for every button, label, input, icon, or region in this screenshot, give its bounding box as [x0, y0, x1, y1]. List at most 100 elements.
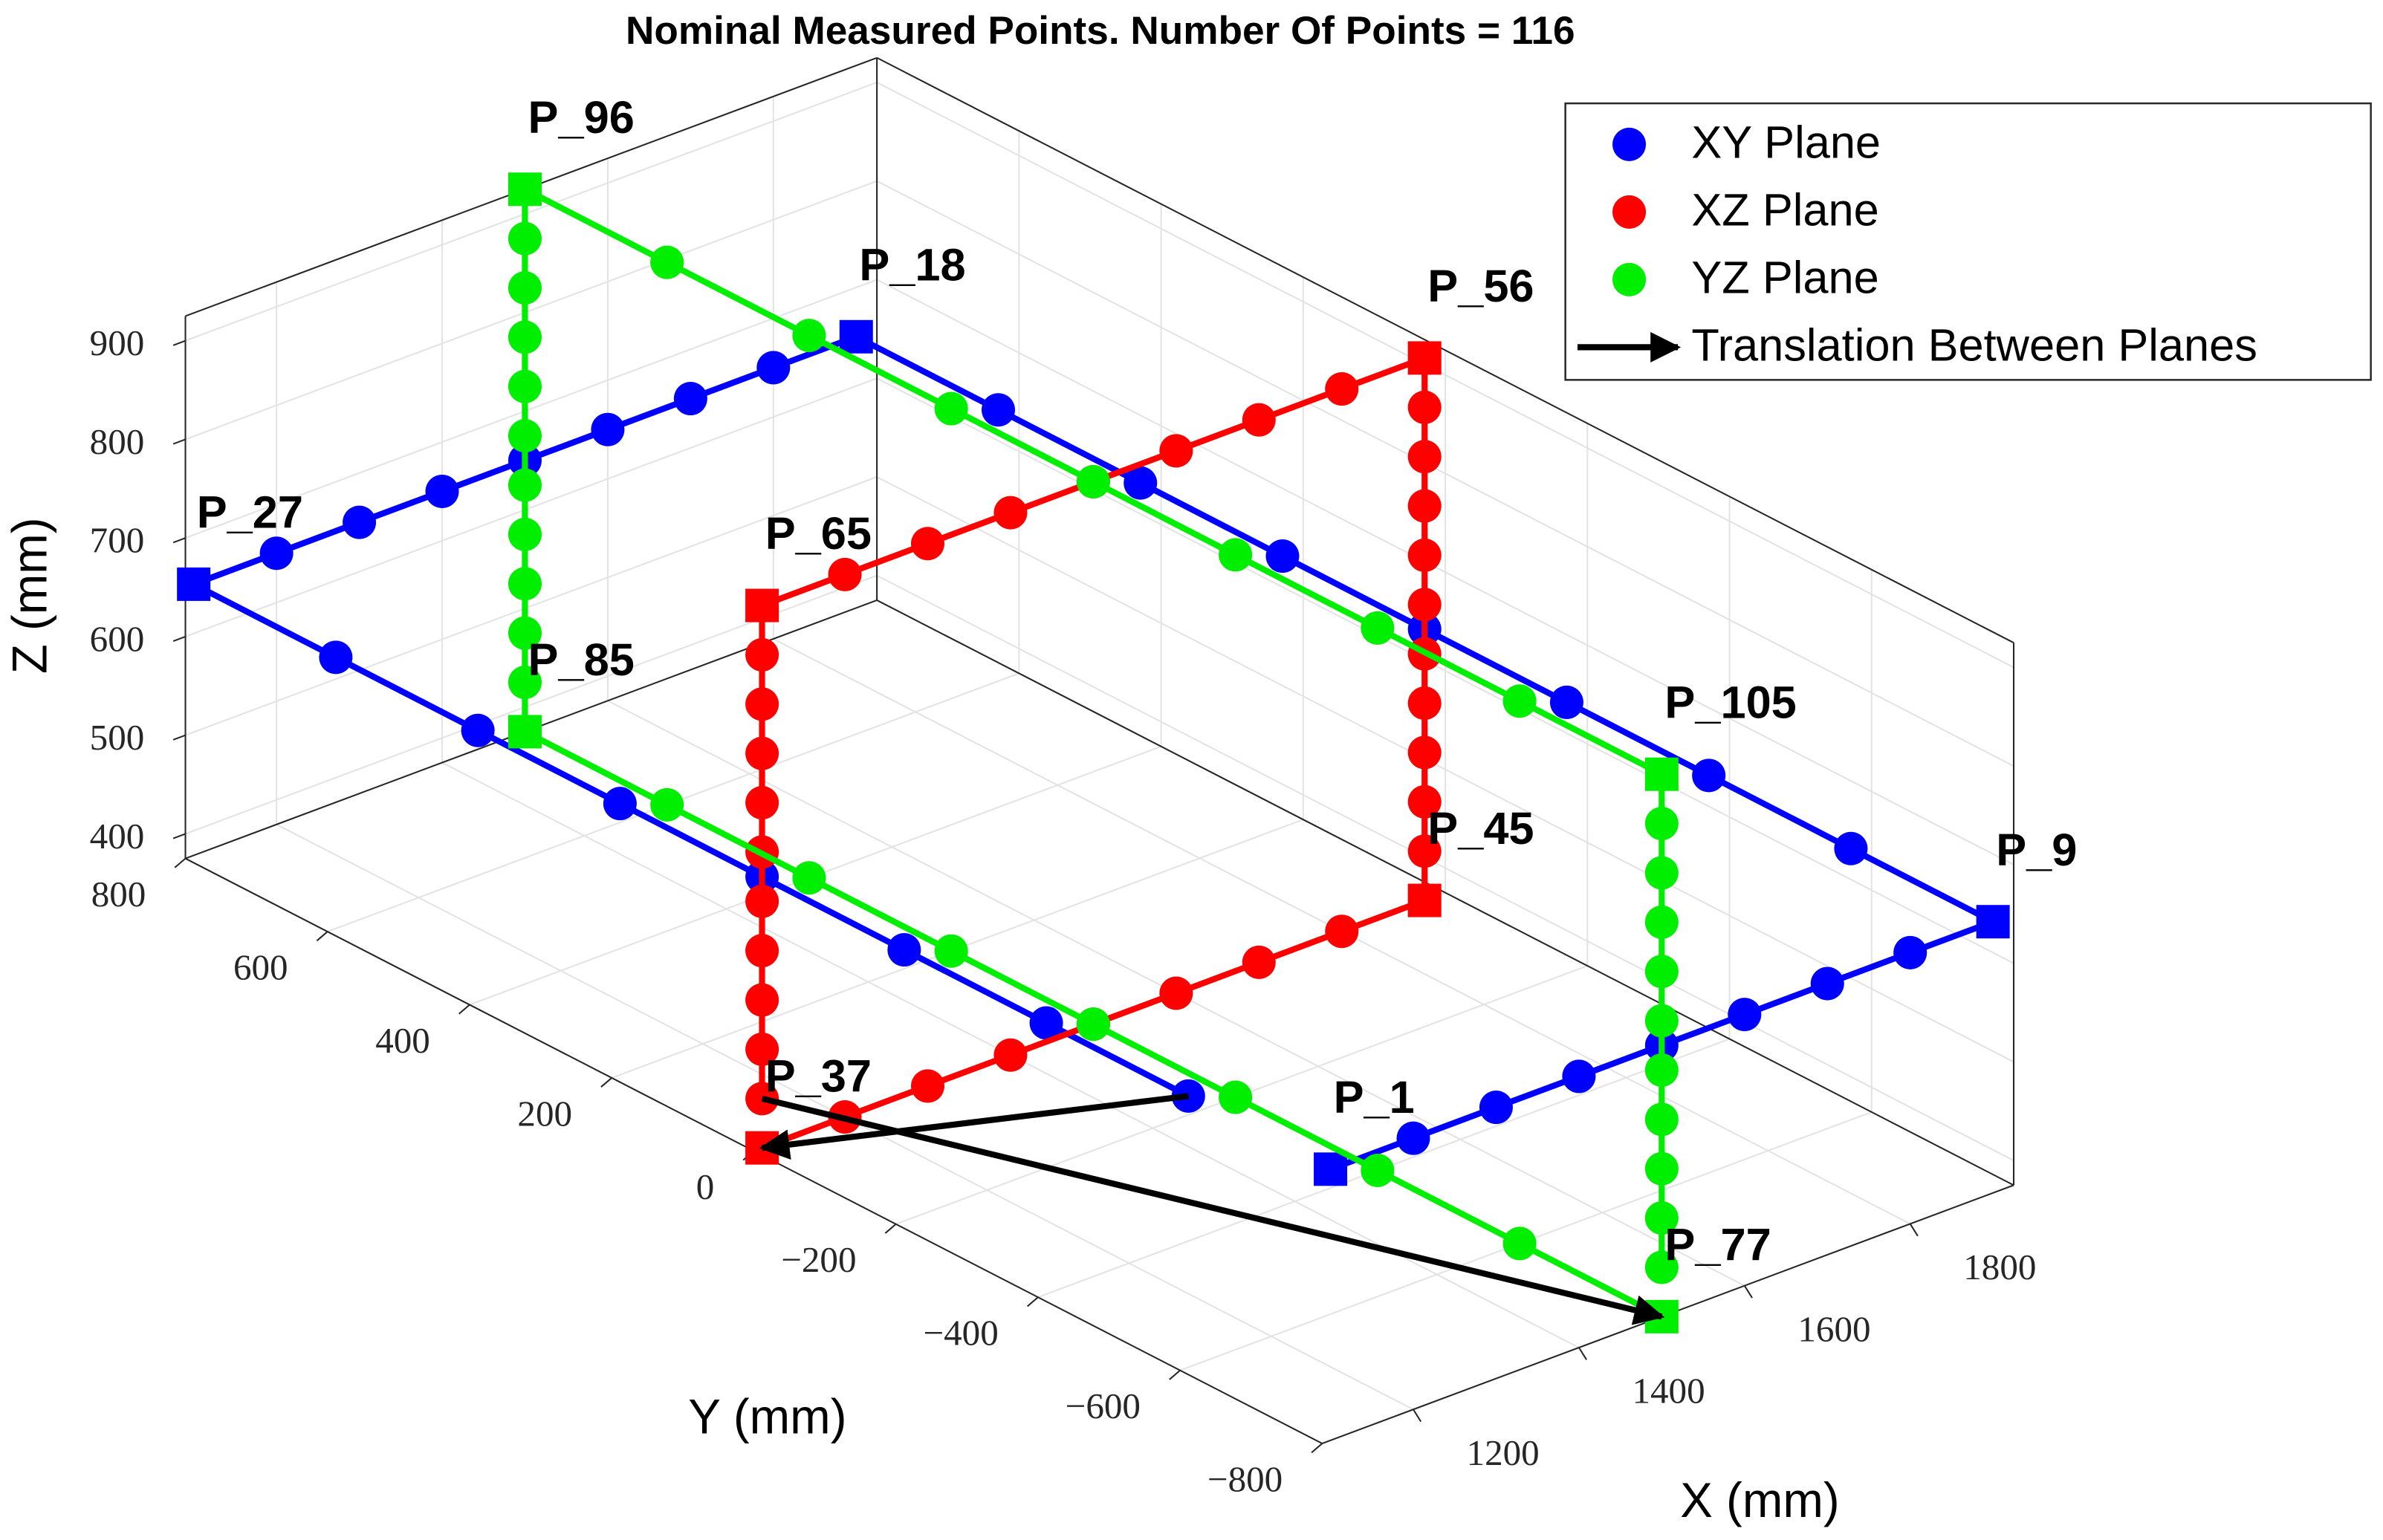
- y-axis-label: Y (mm): [688, 1390, 846, 1444]
- legend-marker: [1612, 127, 1647, 161]
- point: [1644, 1151, 1679, 1186]
- point: [508, 616, 542, 650]
- point: [792, 319, 826, 353]
- y-tick: [1169, 1369, 1181, 1380]
- point: [745, 736, 779, 770]
- y-tick-label: 800: [91, 874, 146, 914]
- y-tick-label: −800: [1207, 1459, 1283, 1500]
- point-label: P_45: [1427, 803, 1534, 854]
- corner-point: [1976, 905, 2010, 939]
- x-tick: [1413, 1409, 1422, 1423]
- axis-edge: [876, 56, 2014, 644]
- legend-label: XY Plane: [1691, 117, 1881, 169]
- point: [650, 245, 684, 279]
- point-label: P_37: [765, 1050, 872, 1102]
- x-tick: [1909, 1223, 1919, 1237]
- y-tick: [458, 1004, 470, 1015]
- point: [1644, 1250, 1679, 1284]
- z-axis-label: Z (mm): [2, 517, 56, 674]
- point: [1407, 390, 1442, 424]
- axis-edge: [876, 600, 2014, 1186]
- point: [319, 640, 353, 675]
- series-line: [522, 183, 1665, 1319]
- y-tick: [884, 1224, 897, 1234]
- grid-line: [876, 279, 2014, 865]
- legend-marker: [1612, 262, 1647, 296]
- point: [745, 884, 779, 918]
- point: [508, 567, 542, 601]
- point: [1407, 538, 1442, 572]
- translation-line: [759, 1093, 1189, 1160]
- point: [1407, 489, 1442, 523]
- point: [1407, 834, 1442, 868]
- point-label: P_105: [1664, 677, 1796, 728]
- point: [508, 221, 542, 256]
- point-label: P_27: [197, 487, 303, 539]
- point: [1265, 539, 1300, 574]
- point: [911, 1069, 945, 1103]
- legend-box: [1564, 102, 2372, 381]
- point: [603, 787, 637, 821]
- point: [745, 687, 779, 721]
- point: [934, 934, 968, 968]
- point: [508, 419, 542, 453]
- point: [1407, 686, 1442, 721]
- point: [1644, 1053, 1679, 1087]
- x-tick-label: 1200: [1467, 1432, 1540, 1473]
- point: [745, 786, 779, 820]
- point: [1644, 807, 1679, 841]
- point: [1159, 976, 1193, 1010]
- grid-line: [876, 82, 2014, 669]
- point: [1076, 464, 1110, 498]
- point-label: P_96: [528, 92, 635, 143]
- plot-area: P_1 P_9 P_18 P_27 P_37 P_45 P_56 P_65 P_77 P_85 P_…: [177, 92, 2077, 1333]
- grid-line: [876, 476, 2014, 1063]
- point-label: P_18: [859, 239, 965, 290]
- z-tick: [172, 833, 186, 839]
- point-label: P_1: [1334, 1072, 1415, 1123]
- point: [343, 505, 377, 539]
- point: [911, 527, 945, 561]
- point: [1407, 784, 1442, 819]
- point: [745, 983, 779, 1017]
- point: [591, 412, 625, 446]
- point: [508, 468, 542, 502]
- legend-label: XZ Plane: [1691, 185, 1878, 236]
- grid-line: [185, 180, 878, 441]
- point: [650, 787, 684, 822]
- point: [745, 637, 779, 672]
- series-line: [186, 333, 2001, 1172]
- point: [1562, 1059, 1596, 1094]
- y-tick-label: −400: [923, 1313, 998, 1354]
- point: [1325, 914, 1359, 949]
- point: [1407, 440, 1442, 474]
- grid-line: [185, 279, 878, 539]
- point: [993, 496, 1028, 530]
- z-tick: [172, 339, 186, 346]
- x-axis-label: X (mm): [1680, 1473, 1839, 1527]
- point: [745, 934, 779, 968]
- y-tick: [1026, 1296, 1039, 1307]
- point: [993, 1038, 1028, 1072]
- legend-label: Translation Between Planes: [1691, 320, 2257, 371]
- y-tick-label: 200: [517, 1093, 572, 1134]
- point: [1644, 955, 1679, 989]
- point: [1159, 434, 1193, 468]
- point: [1644, 856, 1679, 890]
- point: [982, 393, 1015, 427]
- point: [508, 666, 542, 700]
- point: [1242, 403, 1276, 437]
- point-label: P_56: [1427, 261, 1534, 312]
- point: [1219, 538, 1253, 572]
- x-tick: [1578, 1347, 1587, 1360]
- point: [1692, 758, 1726, 793]
- point: [1834, 831, 1868, 865]
- chart-title: Nominal Measured Points. Number Of Point…: [626, 9, 1575, 53]
- x-tick-label: 1800: [1963, 1247, 2036, 1287]
- point: [1549, 685, 1583, 719]
- point: [1325, 372, 1359, 406]
- point: [1219, 1080, 1253, 1114]
- point: [1644, 1102, 1679, 1137]
- point: [1728, 998, 1762, 1032]
